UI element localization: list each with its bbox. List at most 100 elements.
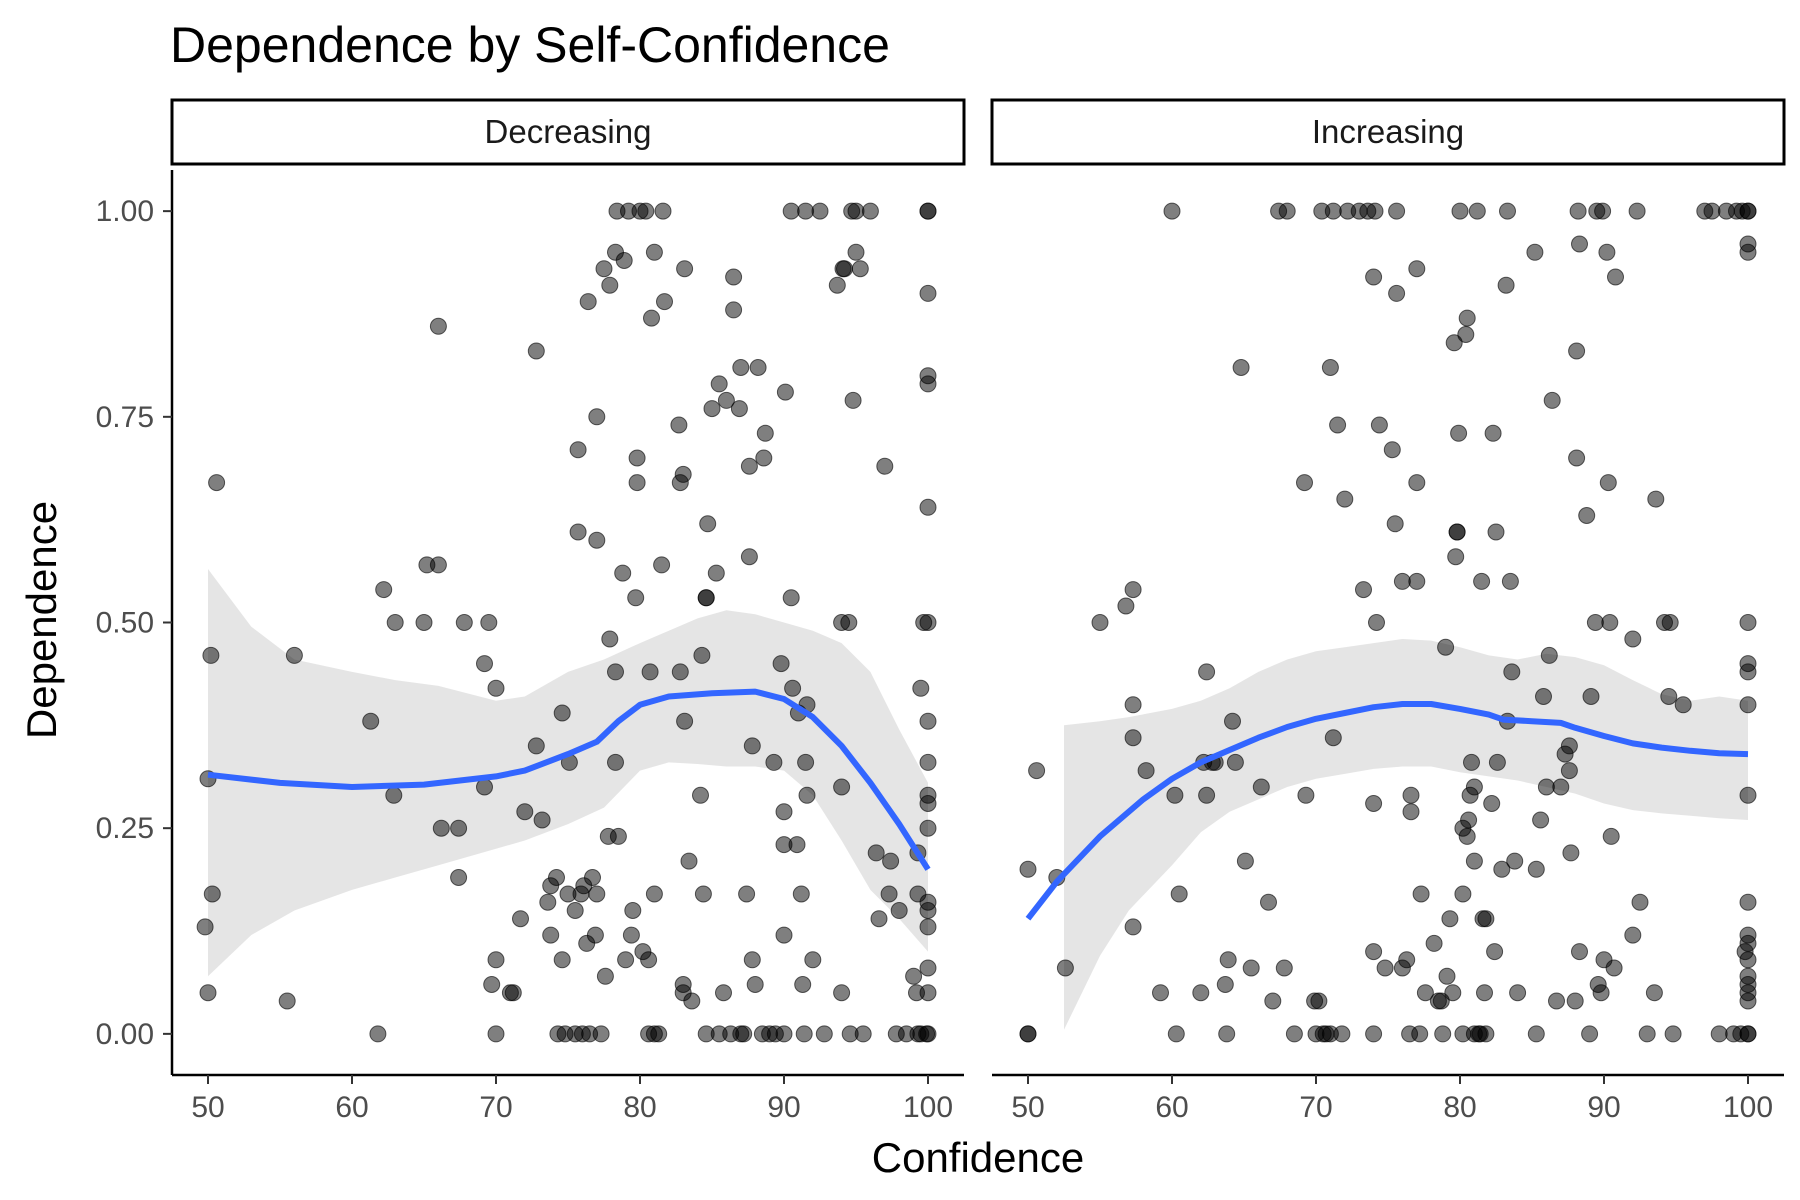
data-point <box>1224 712 1241 730</box>
data-point <box>1242 959 1260 977</box>
data-point <box>912 679 930 697</box>
data-point <box>1163 202 1181 220</box>
data-point <box>542 926 560 944</box>
data-point <box>1278 202 1296 220</box>
data-point <box>1124 696 1142 714</box>
data-point <box>1569 202 1587 220</box>
data-point <box>1398 951 1416 969</box>
data-point <box>1661 614 1679 631</box>
data-point <box>1739 663 1757 681</box>
data-point <box>890 902 908 919</box>
data-point <box>1739 202 1757 220</box>
data-point <box>833 984 851 1002</box>
axes: 50 60 70 80 90 100 <box>992 1073 1784 1124</box>
data-point <box>1476 984 1493 1002</box>
smooth-line <box>1025 701 1749 921</box>
data-point <box>919 959 937 977</box>
data-point <box>775 1025 793 1043</box>
data-point <box>676 260 694 278</box>
data-point <box>1739 934 1757 952</box>
data-point <box>480 614 498 631</box>
data-point <box>1674 696 1692 714</box>
data-point <box>1019 860 1037 878</box>
data-point <box>730 400 748 418</box>
data-point <box>643 309 660 327</box>
data-point <box>1445 334 1463 352</box>
data-point <box>847 243 865 261</box>
data-point <box>1192 984 1210 1002</box>
data-point <box>1739 614 1757 631</box>
data-point <box>527 342 545 360</box>
data-point <box>595 260 613 278</box>
data-point <box>1739 696 1757 714</box>
data-point <box>861 202 879 220</box>
data-point <box>1386 515 1404 533</box>
data-point <box>1355 581 1372 599</box>
x-tick-label: 60 <box>335 1091 368 1124</box>
data-point <box>208 474 226 492</box>
data-point <box>1598 243 1616 261</box>
data-point <box>740 457 758 475</box>
data-point <box>1509 984 1527 1002</box>
data-point <box>1408 474 1426 492</box>
data-point <box>1664 1025 1682 1043</box>
data-point <box>386 614 404 631</box>
data-point <box>415 614 433 631</box>
data-point <box>533 811 551 829</box>
data-point <box>1324 202 1342 220</box>
data-point <box>710 375 728 393</box>
data-point <box>1458 309 1476 327</box>
data-point <box>847 202 865 220</box>
data-point <box>1451 202 1469 220</box>
data-point <box>450 869 468 886</box>
data-point <box>553 704 571 722</box>
data-point <box>1739 951 1757 969</box>
data-point <box>1483 795 1501 812</box>
data-point <box>656 293 673 311</box>
data-point <box>1465 778 1483 796</box>
data-point <box>1376 959 1394 977</box>
data-point <box>1526 243 1544 261</box>
data-point <box>1198 663 1216 681</box>
data-point <box>840 614 858 631</box>
data-point <box>795 1025 813 1043</box>
data-point <box>1594 202 1612 220</box>
data-point <box>797 202 815 220</box>
data-point <box>867 844 885 862</box>
data-point <box>919 284 937 302</box>
data-point <box>527 737 545 755</box>
data-point <box>765 753 783 771</box>
data-point <box>1450 424 1468 442</box>
data-point <box>692 786 709 804</box>
data-point <box>1226 753 1244 771</box>
data-point <box>654 202 672 220</box>
data-point <box>596 967 614 985</box>
data-point <box>369 1025 387 1043</box>
data-point <box>1124 729 1142 747</box>
data-point <box>592 1025 610 1043</box>
axes: 50 60 70 80 90 100 <box>170 170 964 1124</box>
data-point <box>738 885 756 903</box>
y-tick-label: 1.00 <box>96 195 154 228</box>
data-point <box>1457 326 1475 343</box>
scatter-points <box>1019 202 1757 1043</box>
data-point <box>1710 1025 1728 1043</box>
data-point <box>707 564 725 582</box>
x-tick-label: 80 <box>623 1091 656 1124</box>
data-point <box>1383 441 1401 459</box>
data-point <box>732 359 750 376</box>
data-point <box>432 819 450 837</box>
data-point <box>487 1025 505 1043</box>
data-point <box>1486 943 1504 961</box>
data-point <box>1602 827 1620 845</box>
data-point <box>1499 202 1516 220</box>
data-point <box>919 498 937 516</box>
data-point <box>1540 646 1558 664</box>
data-point <box>1739 1025 1757 1043</box>
data-point <box>1463 753 1480 771</box>
data-point <box>1552 778 1570 796</box>
facet-strip-label: Decreasing <box>485 113 652 150</box>
confidence-band-area <box>208 569 928 977</box>
data-point <box>1607 268 1624 286</box>
data-point <box>1465 852 1483 870</box>
